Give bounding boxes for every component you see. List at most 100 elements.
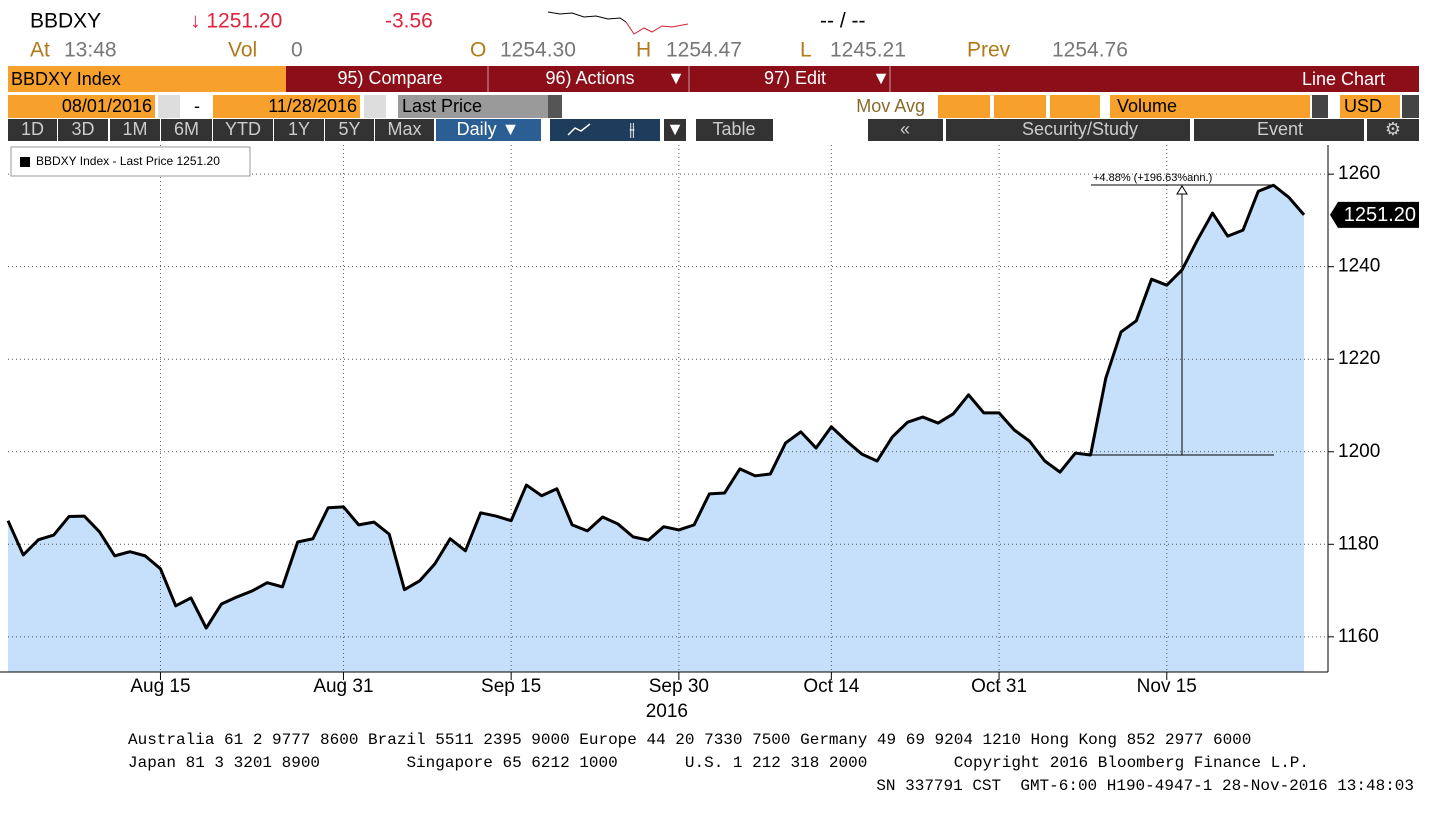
currency: USD <box>1344 96 1382 116</box>
dash: - <box>194 96 200 116</box>
dropdown[interactable] <box>1402 95 1419 118</box>
chart: 1160 1180 1200 1220 1240 1260 Aug 15 Aug 31 Sep … <box>0 145 1419 722</box>
period: 3D <box>71 119 94 139</box>
period-button[interactable] <box>58 119 108 141</box>
period-button[interactable] <box>110 119 160 141</box>
mov-avg-field[interactable] <box>994 95 1046 118</box>
menu-bar <box>286 66 1419 92</box>
x-tick-label: Sep 15 <box>481 676 541 697</box>
last-value-label: 1251.20 <box>1344 204 1416 226</box>
annotation: +4.88% (+196.63%ann.) <box>1093 172 1212 184</box>
dropdown[interactable] <box>548 95 562 118</box>
field-select[interactable] <box>398 95 548 118</box>
value: 0 <box>291 39 303 62</box>
value: 1254.47 <box>666 39 742 62</box>
frequency: Daily ▼ <box>457 119 520 139</box>
footer-line: SN 337791 CST GMT-6:00 H190-4947-1 28-No… <box>876 777 1414 795</box>
menu-button[interactable]: 97) Edit <box>764 68 826 88</box>
footer-line: Japan 81 3 3201 8900 Singapore 65 6212 1… <box>128 754 1309 772</box>
period-button[interactable] <box>8 119 57 141</box>
study-button[interactable] <box>946 119 1190 141</box>
label: Prev <box>967 39 1011 62</box>
view-title: Line Chart <box>1302 69 1385 89</box>
label: At <box>30 39 50 62</box>
back-button[interactable] <box>868 119 943 141</box>
period: 1Y <box>288 119 310 139</box>
x-tick-label: Nov 15 <box>1137 676 1197 697</box>
label: Vol <box>228 39 257 62</box>
period-button[interactable] <box>325 119 374 141</box>
mov-avg-label: Mov Avg <box>856 96 925 116</box>
x-tick-label: Oct 14 <box>803 676 859 697</box>
calendar-icon[interactable] <box>364 95 386 118</box>
value: 13:48 <box>64 39 117 62</box>
label: L <box>800 39 812 62</box>
period: 1M <box>122 119 147 139</box>
year-label: 2016 <box>646 701 688 722</box>
date-field[interactable] <box>213 95 360 118</box>
bid-ask: -- / -- <box>820 10 865 33</box>
legend-swatch <box>20 157 30 167</box>
calendar-icon[interactable] <box>158 95 180 118</box>
date-field[interactable] <box>8 95 155 118</box>
y-tick-label: 1260 <box>1338 163 1380 184</box>
dropdown[interactable] <box>664 119 686 141</box>
last-price: ↓ 1251.20 <box>190 10 282 33</box>
area <box>8 185 1304 673</box>
mov-avg-field[interactable] <box>1050 95 1100 118</box>
change: -3.56 <box>385 10 433 33</box>
y-tick-label: 1240 <box>1338 256 1380 277</box>
legend-box <box>10 146 251 177</box>
period: 1D <box>21 119 44 139</box>
security-field[interactable] <box>8 66 286 92</box>
mov-avg-field[interactable] <box>938 95 990 118</box>
x-tick-label: Aug 15 <box>130 676 190 697</box>
gear: ⚙ <box>1385 119 1401 139</box>
period: YTD <box>225 119 261 139</box>
y-tick-label: 1160 <box>1338 626 1379 647</box>
security: BBDXY Index <box>11 69 121 89</box>
y-tick-label: 1200 <box>1338 441 1380 462</box>
label: O <box>470 39 486 62</box>
annotation-arrow <box>1176 185 1188 195</box>
dropdown-arrow: ▼ <box>667 68 685 88</box>
table: Table <box>712 119 755 139</box>
icon <box>567 123 591 136</box>
table-button[interactable] <box>696 119 773 141</box>
period-button[interactable] <box>213 119 273 141</box>
sparkline <box>547 11 627 23</box>
x-tick-label: Sep 30 <box>649 676 709 697</box>
icon: ⫲ <box>629 119 635 139</box>
frequency-button[interactable] <box>436 119 541 141</box>
event-button[interactable] <box>1194 119 1364 141</box>
dropdown[interactable] <box>1312 95 1328 118</box>
label: H <box>636 39 651 62</box>
x-tick-label: Oct 31 <box>971 676 1027 697</box>
ticker: BBDXY <box>30 10 101 33</box>
volume: Volume <box>1117 96 1177 116</box>
legend-label: BBDXY Index - Last Price 1251.20 <box>36 154 220 168</box>
end-date: 11/28/2016 <box>268 96 357 116</box>
value: 1245.21 <box>830 39 906 62</box>
line <box>6 183 1306 630</box>
dropdown-arrow: ▼ <box>872 68 890 88</box>
settings-button[interactable] <box>1367 119 1419 141</box>
period: 5Y <box>338 119 360 139</box>
period: 6M <box>174 119 199 139</box>
sparkline <box>625 21 689 35</box>
period-button[interactable] <box>274 119 324 141</box>
volume-field[interactable] <box>1110 95 1310 118</box>
footer-line: Australia 61 2 9777 8600 Brazil 5511 239… <box>128 731 1251 749</box>
start-date: 08/01/2016 <box>62 96 152 116</box>
period-button[interactable] <box>161 119 212 141</box>
last-value-flag <box>1330 201 1419 228</box>
menu-button[interactable]: 96) Actions <box>545 68 634 88</box>
menu-button[interactable]: 95) Compare <box>337 68 442 88</box>
period: Max <box>387 119 421 139</box>
currency-field[interactable] <box>1340 95 1400 118</box>
security-study: Security/Study <box>1022 119 1138 139</box>
chart-style-button[interactable] <box>550 119 660 141</box>
back: « <box>900 119 910 139</box>
period-button[interactable] <box>375 119 434 141</box>
